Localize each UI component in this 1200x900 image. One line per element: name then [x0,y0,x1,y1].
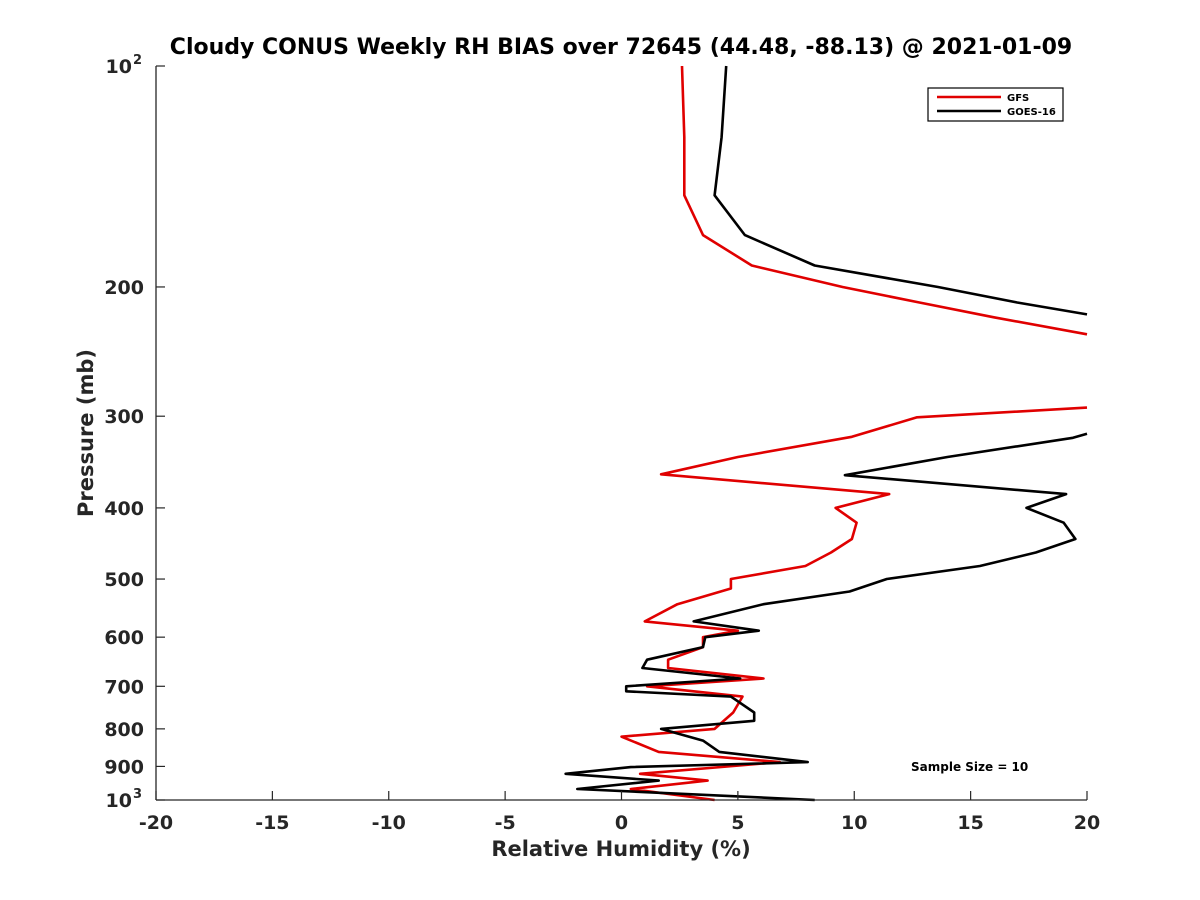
legend-label-goes-16: GOES-16 [1007,107,1056,118]
series-line-goes-16-1 [713,65,1088,316]
series-line-gfs-2 [620,406,1088,802]
y-tick-label: 200 [104,277,144,299]
y-tick-exponent: 2 [133,53,142,68]
x-tick-label: -10 [372,812,406,834]
x-tick-label: 15 [957,812,983,834]
x-ticks: -20 -15 -10 -5 0 5 10 15 20 [139,791,1100,834]
y-tick-label: 400 [104,498,144,520]
x-axis-label: Relative Humidity (%) [491,837,750,861]
y-tick-label: 300 [104,406,144,428]
y-axis-label: Pressure (mb) [74,349,98,517]
legend-box [927,87,1064,122]
x-tick-label: 10 [841,812,867,834]
legend-label-gfs: GFS [1007,93,1029,104]
y-tick-exponent: 3 [133,787,142,802]
series-line-goes-16-2 [564,432,1088,802]
y-tick-label: 600 [104,627,144,649]
x-tick-label: -5 [495,812,516,834]
chart-title: Cloudy CONUS Weekly RH BIAS over 72645 (… [170,35,1072,60]
x-tick-label: -20 [139,812,173,834]
y-tick-label: 900 [104,756,144,778]
sample-size-annotation: Sample Size = 10 [911,760,1028,774]
x-tick-label: -15 [255,812,289,834]
legend: GFS GOES-16 [927,87,1064,122]
series-line-gfs-1 [680,65,1088,336]
y-tick-label: 800 [104,719,144,741]
y-tick-label: 10 [106,56,132,78]
x-tick-label: 20 [1074,812,1100,834]
x-tick-label: 0 [615,812,628,834]
y-tick-label: 700 [104,676,144,698]
plot-lines [564,65,1088,802]
x-tick-label: 5 [731,812,744,834]
y-tick-label: 500 [104,569,144,591]
y-tick-label: 10 [106,790,132,812]
